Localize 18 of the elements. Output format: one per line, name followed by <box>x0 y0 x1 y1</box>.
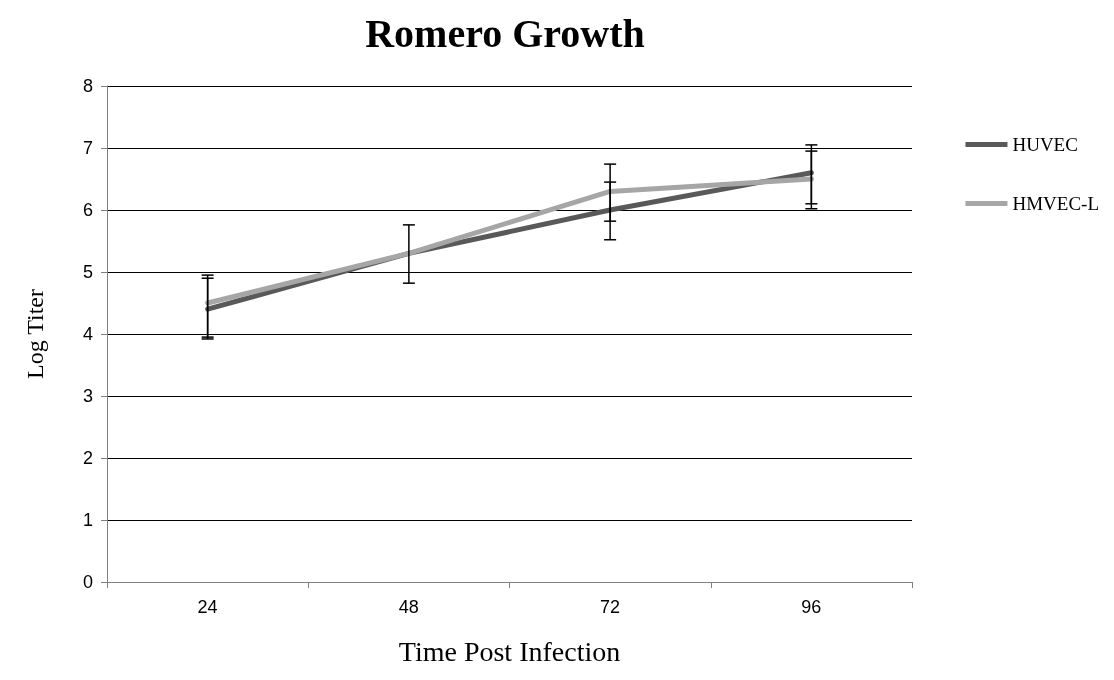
y-tick-label: 5 <box>82 262 93 282</box>
y-tick-label: 2 <box>82 448 93 468</box>
legend-label: HMVEC-L <box>1012 193 1100 214</box>
y-tick-label: 8 <box>82 76 93 96</box>
y-tick-label: 1 <box>82 510 93 530</box>
y-tick-label: 3 <box>82 386 93 406</box>
y-tick-label: 0 <box>82 572 93 592</box>
y-tick-label: 6 <box>82 200 93 220</box>
x-tick-label: 96 <box>801 597 822 617</box>
y-axis-title: Log Titer <box>22 288 48 380</box>
y-tick-label: 4 <box>82 324 93 344</box>
chart-title: Romero Growth <box>365 10 645 56</box>
x-tick-label: 48 <box>398 597 419 617</box>
y-tick-label: 7 <box>82 138 93 158</box>
x-axis-title: Time Post Infection <box>398 635 621 667</box>
legend-label: HUVEC <box>1012 134 1078 155</box>
x-tick-label: 24 <box>197 597 218 617</box>
x-tick-label: 72 <box>600 597 621 617</box>
